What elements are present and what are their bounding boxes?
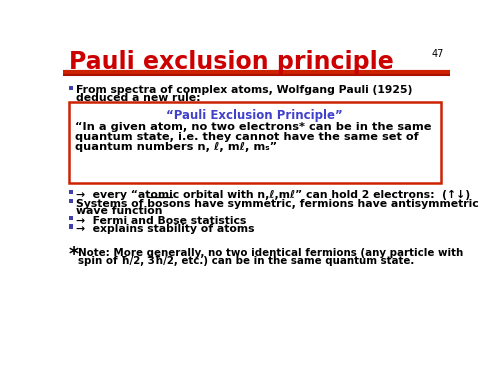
Bar	[68, 224, 73, 229]
Text: Note: More generally, no two identical fermions (any particle with: Note: More generally, no two identical f…	[78, 248, 463, 258]
Text: From spectra of complex atoms, Wolfgang Pauli (1925): From spectra of complex atoms, Wolfgang …	[76, 85, 413, 95]
Bar	[68, 199, 73, 203]
Text: wave function: wave function	[76, 207, 163, 217]
FancyBboxPatch shape	[68, 102, 440, 183]
Bar	[68, 86, 73, 90]
Text: “In a given atom, no two electrons* can be in the same: “In a given atom, no two electrons* can …	[75, 122, 432, 132]
Bar	[68, 190, 73, 194]
Text: →  explains stability of atoms: → explains stability of atoms	[76, 224, 255, 234]
Text: →  Fermi and Bose statistics: → Fermi and Bose statistics	[76, 216, 247, 226]
Text: Pauli exclusion principle: Pauli exclusion principle	[68, 50, 394, 74]
Text: quantum state, i.e. they cannot have the same set of: quantum state, i.e. they cannot have the…	[75, 132, 418, 142]
Text: “Pauli Exclusion Principle”: “Pauli Exclusion Principle”	[166, 110, 343, 122]
Text: deduced a new rule:: deduced a new rule:	[76, 93, 201, 103]
Text: 47: 47	[432, 49, 444, 59]
Text: →  every “atomic orbital with n,ℓ,mℓ” can hold 2 electrons:  (↑↓): → every “atomic orbital with n,ℓ,mℓ” can…	[76, 190, 470, 200]
Text: spin of ħ/2, 3ħ/2, etc.) can be in the same quantum state.: spin of ħ/2, 3ħ/2, etc.) can be in the s…	[78, 256, 414, 266]
Text: Systems of bosons have symmetric, fermions have antisymmetric: Systems of bosons have symmetric, fermio…	[76, 199, 479, 209]
Text: *: *	[68, 245, 79, 264]
Text: quantum numbers n, ℓ, mℓ, mₛ”: quantum numbers n, ℓ, mℓ, mₛ”	[75, 142, 277, 152]
Bar	[68, 216, 73, 220]
